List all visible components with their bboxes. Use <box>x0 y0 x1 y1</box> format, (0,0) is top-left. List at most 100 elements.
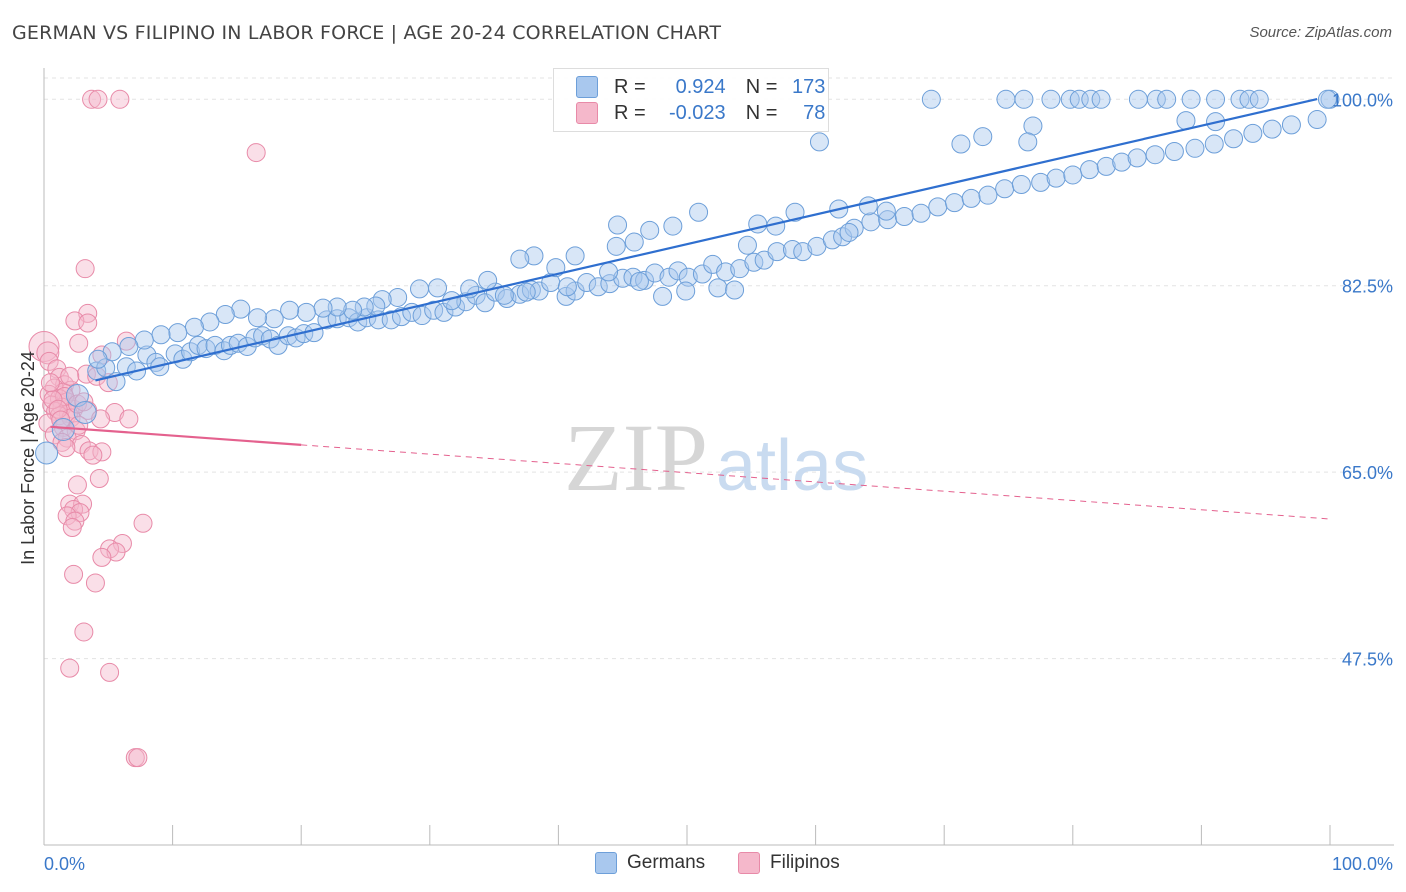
y-tick-label: 47.5% <box>1342 650 1393 670</box>
german-point <box>1014 89 1034 109</box>
n-label: N = <box>745 101 778 124</box>
german-point <box>692 264 712 284</box>
german-point <box>1096 156 1116 176</box>
german-point <box>497 289 517 309</box>
german-point <box>1018 132 1038 152</box>
german-point <box>668 261 688 281</box>
german-point <box>608 215 628 235</box>
german-point <box>327 297 347 317</box>
german-point <box>1128 89 1148 109</box>
legend-label-germans: Germans <box>627 852 706 873</box>
german-point <box>188 335 208 355</box>
filipino-point <box>69 333 89 353</box>
german-point <box>737 235 757 255</box>
y-tick-label: 65.0% <box>1342 463 1393 483</box>
german-trend-line <box>95 97 1318 382</box>
filipino-point <box>56 438 76 458</box>
german-point <box>1080 160 1100 180</box>
german-point <box>119 336 139 356</box>
r-value: 0.924 <box>675 75 726 98</box>
filipino-point <box>43 390 63 410</box>
german-point <box>645 263 665 283</box>
german-point <box>858 196 878 216</box>
german-point <box>354 297 374 317</box>
german-point <box>1069 89 1089 109</box>
filipino-point <box>39 351 59 371</box>
german-point <box>1204 134 1224 154</box>
filipino-point <box>246 143 266 163</box>
german-point <box>343 300 363 320</box>
german-point <box>510 249 530 269</box>
source-attribution: Source: ZipAtlas.com <box>1249 24 1392 41</box>
german-point <box>725 280 745 300</box>
german-point <box>689 202 709 222</box>
german-point <box>894 206 914 226</box>
german-point <box>809 132 829 152</box>
german-point <box>708 278 728 298</box>
german-point <box>911 203 931 223</box>
german-point <box>1046 168 1066 188</box>
german-point <box>793 242 813 262</box>
legend-item-filipinos: Filipinos <box>738 852 840 874</box>
y-tick-label: 82.5% <box>1342 277 1393 297</box>
german-point <box>410 279 430 299</box>
german-point <box>168 323 188 343</box>
german-point <box>215 304 235 324</box>
filipino-point <box>40 373 60 393</box>
chart-title: GERMAN VS FILIPINO IN LABOR FORCE | AGE … <box>12 22 722 44</box>
german-point <box>556 286 576 306</box>
legend-label-filipinos: Filipinos <box>770 852 840 873</box>
german-point <box>951 134 971 154</box>
x-tick-label: 0.0% <box>44 854 85 874</box>
german-point <box>1249 89 1269 109</box>
german-point <box>1239 89 1259 109</box>
german-point <box>861 212 881 232</box>
german-point <box>996 89 1016 109</box>
r-label: R = <box>614 75 646 98</box>
german-point <box>73 400 97 424</box>
filipino-point <box>88 89 108 109</box>
german-point <box>247 308 267 328</box>
german-point <box>606 236 626 256</box>
filipino-point <box>52 432 72 452</box>
german-point <box>1081 89 1101 109</box>
filipino-trend-line <box>50 425 302 446</box>
german-point <box>613 268 633 288</box>
filipino-point <box>119 409 139 429</box>
german-point <box>1063 165 1083 185</box>
german-point <box>65 383 89 407</box>
filipinos-legend-swatch <box>738 852 760 874</box>
german-point <box>1011 175 1031 195</box>
german-series <box>35 89 1340 465</box>
german-point <box>546 258 566 278</box>
german-point <box>392 307 412 327</box>
filipino-point <box>62 518 82 538</box>
german-point <box>730 259 750 279</box>
german-point <box>663 216 683 236</box>
r-value: -0.023 <box>668 101 726 124</box>
german-point <box>1243 123 1263 143</box>
german-point <box>1023 116 1043 136</box>
x-tick-label: 100.0% <box>1332 854 1393 874</box>
german-point <box>1145 145 1165 165</box>
german-point <box>577 273 597 293</box>
german-point <box>434 302 454 322</box>
german-point <box>822 230 842 250</box>
german-point <box>1224 129 1244 149</box>
german-point <box>268 335 288 355</box>
filipino-point <box>74 622 94 642</box>
german-point <box>1317 89 1337 109</box>
filipino-point <box>67 475 87 495</box>
german-point <box>1307 110 1327 130</box>
german-point <box>629 271 649 291</box>
german-point <box>296 302 316 322</box>
filipino-point <box>51 410 71 430</box>
r-label: R = <box>614 101 646 124</box>
german-point <box>995 179 1015 199</box>
watermark-atlas: atlas <box>716 426 868 506</box>
german-point <box>151 325 171 345</box>
german-point <box>1206 89 1226 109</box>
filipino-point <box>100 662 120 682</box>
stats-legend: R = 0.924 N = 173 R = -0.023 N = 78 <box>553 68 829 132</box>
german-point <box>280 300 300 320</box>
